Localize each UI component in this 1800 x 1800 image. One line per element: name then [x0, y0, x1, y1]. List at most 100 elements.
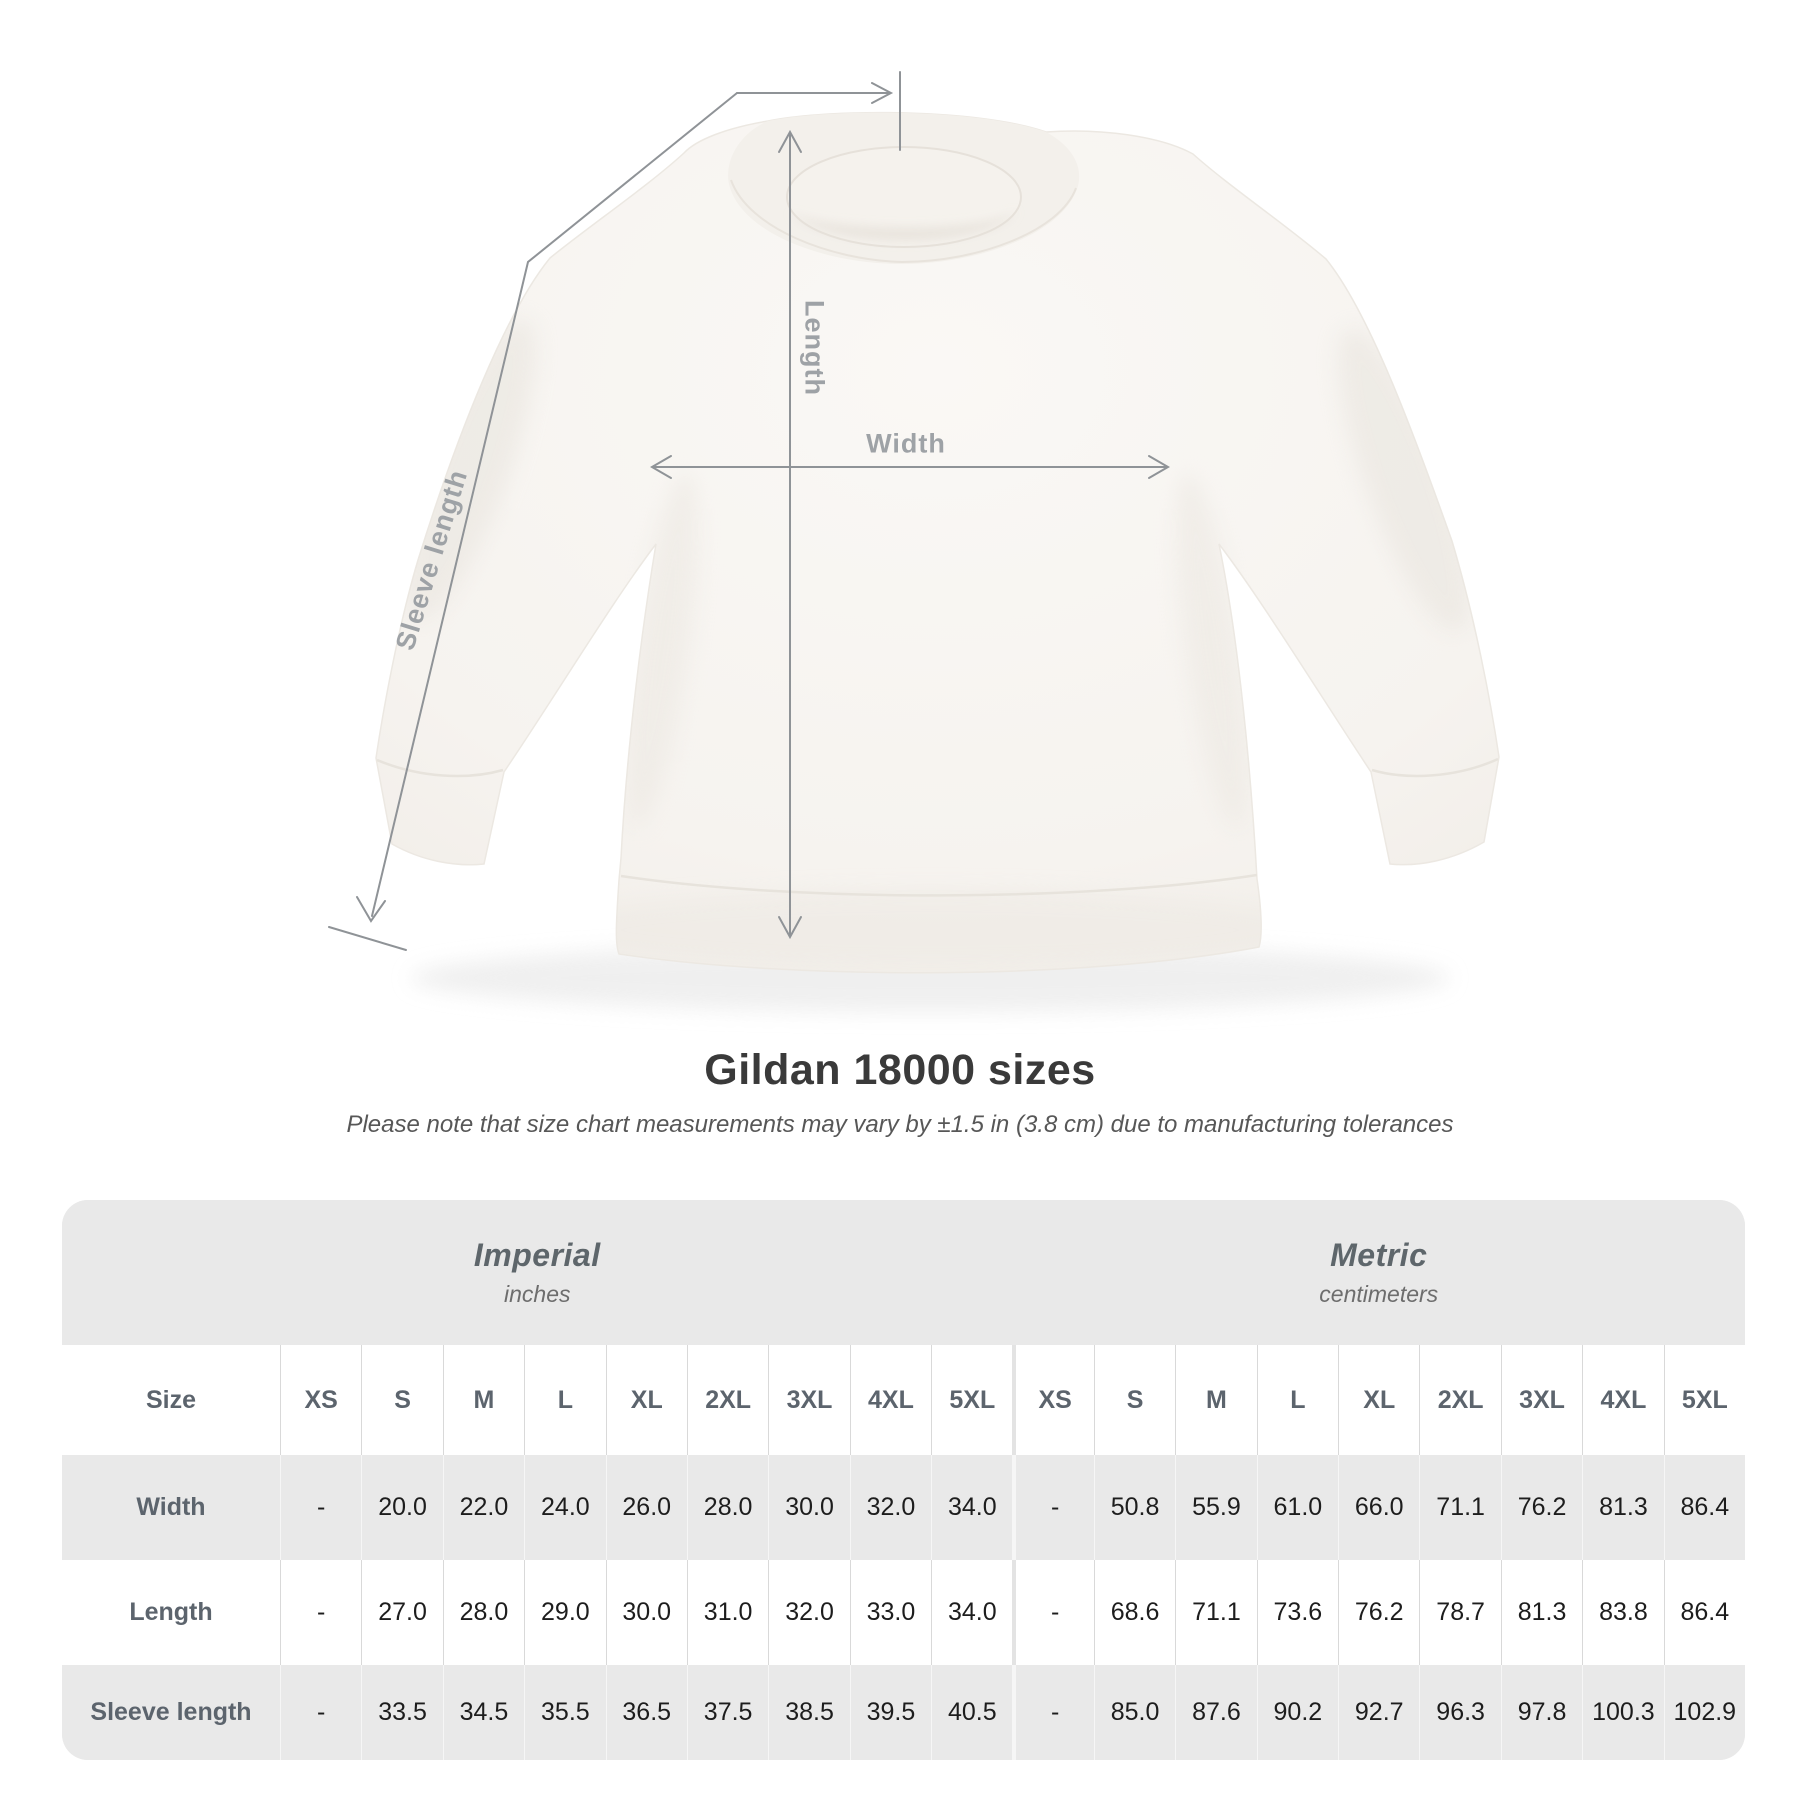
end-tick [328, 926, 407, 951]
value-cell: 81.3 [1582, 1455, 1664, 1560]
value-cell: 34.0 [931, 1455, 1013, 1560]
value-cell: 32.0 [849, 1455, 932, 1560]
size-col-header: XS [1012, 1345, 1094, 1455]
value-cell: 86.4 [1663, 1455, 1745, 1560]
value-cell: - [280, 1455, 362, 1560]
size-col-header: L [1256, 1345, 1339, 1455]
left-cuff-seam [376, 758, 504, 778]
row-label: Length [62, 1560, 280, 1665]
value-cell: 20.0 [361, 1455, 443, 1560]
sweatshirt-body [375, 111, 1500, 974]
size-col-header: XS [280, 1345, 362, 1455]
size-col-header: 5XL [1663, 1345, 1745, 1455]
value-cell: 26.0 [605, 1455, 687, 1560]
value-cell: 35.5 [524, 1665, 606, 1760]
value-cell: - [1012, 1560, 1094, 1665]
value-cell: 85.0 [1093, 1665, 1176, 1760]
length-measure-label: Length [799, 300, 830, 396]
imperial-group-header: Imperial inches [62, 1200, 1013, 1345]
value-cell: 90.2 [1256, 1665, 1339, 1760]
tolerance-note: Please note that size chart measurements… [346, 1111, 1454, 1138]
value-cell: 92.7 [1338, 1665, 1420, 1760]
value-cell: 81.3 [1500, 1560, 1583, 1665]
value-cell: 97.8 [1500, 1665, 1583, 1760]
shoulder-reference-line [736, 71, 901, 151]
value-cell: 71.1 [1175, 1560, 1257, 1665]
size-column-header: Size [62, 1345, 280, 1455]
value-cell: 30.0 [605, 1560, 687, 1665]
size-table: Imperial inches Metric centimeters Size … [62, 1200, 1745, 1760]
group-label: Imperial [473, 1237, 601, 1273]
size-col-header: M [1175, 1345, 1257, 1455]
sleeve-length-arrow [328, 92, 738, 951]
value-cell: 38.5 [768, 1665, 850, 1760]
row-label: Width [62, 1455, 280, 1560]
value-cell: 22.0 [442, 1455, 525, 1560]
value-cell: 76.2 [1500, 1455, 1583, 1560]
size-col-header: 4XL [849, 1345, 932, 1455]
value-cell: 31.0 [686, 1560, 769, 1665]
width-measure-label: Width [866, 428, 946, 459]
value-cell: 87.6 [1175, 1665, 1257, 1760]
value-cell: - [1012, 1455, 1094, 1560]
value-cell: - [280, 1665, 362, 1760]
value-cell: 29.0 [524, 1560, 606, 1665]
value-cell: 27.0 [361, 1560, 443, 1665]
value-cell: 78.7 [1419, 1560, 1501, 1665]
value-cell: 33.5 [361, 1665, 443, 1760]
value-cell: 34.5 [442, 1665, 525, 1760]
crew-neck-collar [728, 112, 1080, 264]
length-arrow [778, 129, 802, 940]
value-cell: 66.0 [1338, 1455, 1420, 1560]
value-cell: 96.3 [1419, 1665, 1501, 1760]
size-col-header: 4XL [1582, 1345, 1664, 1455]
value-cell: 83.8 [1582, 1560, 1664, 1665]
value-cell: 40.5 [931, 1665, 1013, 1760]
value-cell: 71.1 [1419, 1455, 1501, 1560]
value-cell: 28.0 [442, 1560, 525, 1665]
page-title: Gildan 18000 sizes [704, 1046, 1096, 1094]
metric-group-header: Metric centimeters [1012, 1200, 1745, 1345]
value-cell: 102.9 [1663, 1665, 1745, 1760]
sweatshirt-illustration [328, 71, 1500, 1012]
value-cell: 30.0 [768, 1455, 850, 1560]
measurement-annotations [328, 71, 1170, 951]
row-label: Sleeve length [62, 1665, 280, 1760]
size-col-header: S [1093, 1345, 1176, 1455]
value-cell: 100.3 [1582, 1665, 1664, 1760]
size-col-header: 3XL [768, 1345, 850, 1455]
value-cell: 39.5 [849, 1665, 932, 1760]
value-cell: 86.4 [1663, 1560, 1745, 1665]
value-cell: 37.5 [686, 1665, 769, 1760]
value-cell: 28.0 [686, 1455, 769, 1560]
group-label: Metric [1330, 1237, 1428, 1273]
size-col-header: 3XL [1500, 1345, 1583, 1455]
fabric-shading [404, 319, 1470, 970]
value-cell: 24.0 [524, 1455, 606, 1560]
product-measurement-diagram: Length Width Sleeve length [328, 71, 1500, 1012]
size-col-header: 2XL [1419, 1345, 1501, 1455]
size-col-header: 2XL [686, 1345, 769, 1455]
value-cell: 32.0 [768, 1560, 850, 1665]
value-cell: 61.0 [1256, 1455, 1339, 1560]
value-cell: 76.2 [1338, 1560, 1420, 1665]
group-unit: inches [504, 1281, 571, 1307]
value-cell: 55.9 [1175, 1455, 1257, 1560]
size-col-header: XL [605, 1345, 687, 1455]
value-cell: 50.8 [1093, 1455, 1176, 1560]
value-cell: 73.6 [1256, 1560, 1339, 1665]
value-cell: 34.0 [931, 1560, 1013, 1665]
size-col-header: M [442, 1345, 525, 1455]
value-cell: - [1012, 1665, 1094, 1760]
value-cell: 33.0 [849, 1560, 932, 1665]
value-cell: 68.6 [1093, 1560, 1176, 1665]
size-col-header: XL [1338, 1345, 1420, 1455]
group-unit: centimeters [1319, 1281, 1439, 1307]
value-cell: 36.5 [605, 1665, 687, 1760]
width-arrow [650, 455, 1170, 479]
size-col-header: 5XL [931, 1345, 1013, 1455]
right-cuff-seam [1371, 757, 1499, 778]
size-col-header: S [361, 1345, 443, 1455]
size-col-header: L [524, 1345, 606, 1455]
